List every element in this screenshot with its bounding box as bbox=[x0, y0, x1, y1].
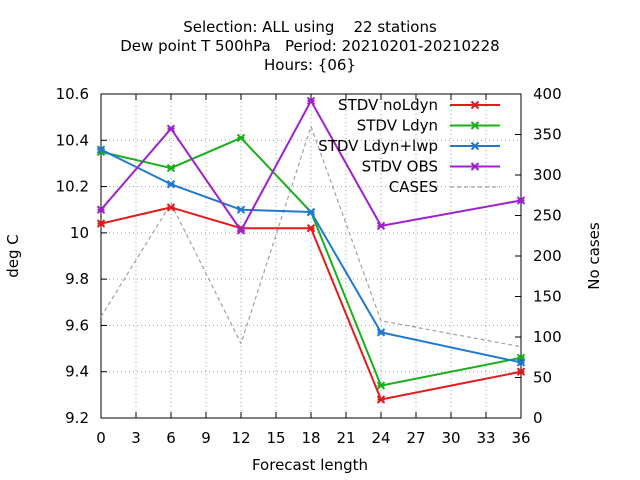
y2-tick-labels: 0 50 100 150 200 250 300 350 400 bbox=[533, 85, 562, 427]
series-stdv-obs bbox=[96, 96, 526, 235]
x-tick-labels: 0 3 6 9 12 15 18 21 24 27 30 33 36 bbox=[96, 429, 530, 447]
legend: STDV noLdyn STDV Ldyn STDV Ldyn+lwp STDV OB… bbox=[318, 96, 500, 196]
y2-tick-label: 400 bbox=[533, 85, 562, 103]
y2-tick-label: 300 bbox=[533, 166, 562, 184]
series-line-stdv-ldyn bbox=[100, 136, 522, 387]
x-tick-label: 6 bbox=[166, 429, 176, 447]
legend-label-stdv-ldyn-lwp: STDV Ldyn+lwp bbox=[318, 137, 438, 155]
x-tick-label: 3 bbox=[131, 429, 141, 447]
series-line-cases bbox=[100, 125, 522, 348]
chart-title-line-2: Dew point T 500hPa Period: 20210201-2021… bbox=[120, 37, 499, 55]
y2-tick-label: 250 bbox=[533, 207, 562, 225]
x-tick-label: 12 bbox=[231, 429, 250, 447]
x-tick-label: 18 bbox=[301, 429, 320, 447]
series-cases bbox=[100, 125, 522, 348]
series-line-stdv-noldyn bbox=[100, 206, 522, 401]
chart-title-line-1: Selection: ALL using 22 stations bbox=[183, 18, 437, 36]
y2-tick-label: 0 bbox=[533, 409, 543, 427]
y2-tick-label: 150 bbox=[533, 288, 562, 306]
legend-label-stdv-obs: STDV OBS bbox=[362, 158, 438, 176]
x-tick-label: 24 bbox=[371, 429, 390, 447]
y-tick-label: 9.8 bbox=[65, 270, 89, 288]
y2-tick-label: 100 bbox=[533, 328, 562, 346]
series-lines bbox=[96, 96, 526, 404]
tick-marks bbox=[100, 93, 522, 419]
x-tick-label: 30 bbox=[441, 429, 460, 447]
series-line-stdv-obs bbox=[100, 99, 522, 232]
y2-axis-label: No cases bbox=[585, 222, 603, 290]
y-tick-label: 10 bbox=[70, 224, 89, 242]
legend-label-cases: CASES bbox=[389, 178, 438, 196]
series-stdv-ldyn-lwp bbox=[96, 145, 526, 367]
y-tick-label: 10.2 bbox=[56, 178, 89, 196]
y2-tick-label: 200 bbox=[533, 247, 562, 265]
y-tick-label: 9.4 bbox=[65, 363, 89, 381]
y-tick-label: 10.6 bbox=[56, 85, 89, 103]
x-tick-label: 36 bbox=[511, 429, 530, 447]
chart-title-line-3: Hours: {06} bbox=[264, 56, 356, 74]
y-tick-label: 9.6 bbox=[65, 316, 89, 334]
legend-label-stdv-noldyn: STDV noLdyn bbox=[338, 96, 438, 114]
x-tick-label: 9 bbox=[201, 429, 211, 447]
legend-label-stdv-ldyn: STDV Ldyn bbox=[357, 117, 438, 135]
y-axis-label: deg C bbox=[4, 234, 22, 278]
x-tick-label: 21 bbox=[336, 429, 355, 447]
y-tick-labels: 9.2 9.4 9.6 9.8 10 10.2 10.4 10.6 bbox=[56, 85, 89, 427]
x-axis-label: Forecast length bbox=[252, 456, 368, 474]
y2-tick-label: 50 bbox=[533, 369, 552, 387]
y-tick-label: 9.2 bbox=[65, 409, 89, 427]
x-tick-label: 15 bbox=[266, 429, 285, 447]
y2-tick-label: 350 bbox=[533, 126, 562, 144]
x-tick-label: 33 bbox=[476, 429, 495, 447]
x-tick-label: 27 bbox=[406, 429, 425, 447]
x-tick-label: 0 bbox=[96, 429, 106, 447]
series-line-stdv-ldyn-lwp bbox=[100, 148, 522, 364]
series-stdv-noldyn bbox=[96, 203, 526, 404]
y-tick-label: 10.4 bbox=[56, 131, 89, 149]
